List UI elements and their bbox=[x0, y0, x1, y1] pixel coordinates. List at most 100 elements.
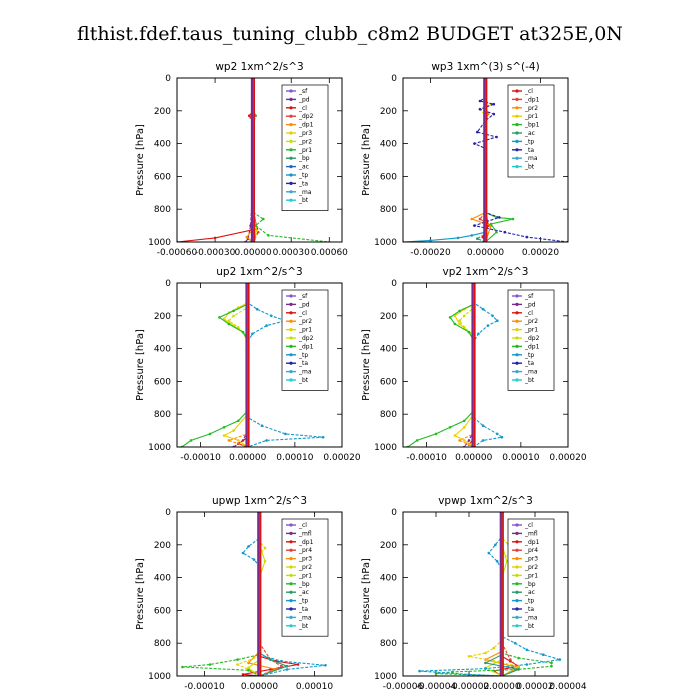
x-tick-label: 0.00000 bbox=[467, 248, 504, 258]
legend-marker-dp1 bbox=[289, 344, 293, 348]
legend-label-ac: _ac bbox=[298, 164, 309, 171]
data-point-tp bbox=[280, 659, 283, 663]
legend-marker-pd bbox=[289, 302, 293, 306]
data-point-dp2 bbox=[227, 319, 231, 323]
data-point-tp bbox=[487, 551, 491, 555]
data-point-tp bbox=[251, 332, 254, 336]
legend-marker-ac bbox=[289, 590, 293, 594]
legend-label-sf: _sf bbox=[524, 293, 534, 300]
y-tick-label: 0 bbox=[165, 74, 171, 84]
y-axis-label: Pressure [hPa] bbox=[135, 558, 146, 630]
data-point-pr1 bbox=[222, 434, 226, 437]
legend-marker-pr4 bbox=[289, 548, 293, 552]
y-tick-label: 600 bbox=[154, 606, 171, 616]
legend-label-tp: _tp bbox=[298, 172, 308, 179]
legend-label-cl: _cl bbox=[524, 88, 533, 95]
y-tick-label: 200 bbox=[154, 541, 171, 551]
series-line-tp bbox=[473, 283, 504, 447]
legend-marker-dp2 bbox=[289, 336, 293, 340]
legend-marker-pr1 bbox=[289, 148, 293, 152]
legend-marker-tp bbox=[515, 599, 519, 603]
y-tick-label: 0 bbox=[165, 279, 171, 289]
legend-marker-pr1 bbox=[289, 328, 293, 332]
data-point-tp bbox=[241, 551, 245, 555]
legend-label-pr1: _pr1 bbox=[298, 327, 312, 334]
data-point-dp1 bbox=[189, 439, 193, 442]
series-group bbox=[418, 512, 562, 676]
legend-marker-ta bbox=[515, 148, 519, 152]
legend-label-dp2: _dp2 bbox=[298, 113, 314, 120]
x-tick-label: 0.00002 bbox=[516, 682, 553, 692]
data-point-ta bbox=[476, 130, 479, 134]
legend-label-pr2: _pr2 bbox=[524, 564, 538, 571]
data-point-pr1 bbox=[262, 217, 265, 221]
data-point-dp1 bbox=[227, 322, 231, 326]
legend-label-ta: _ta bbox=[298, 180, 308, 187]
data-point-dp1 bbox=[448, 426, 452, 429]
legend-label-pr2: _pr2 bbox=[298, 318, 312, 325]
legend-marker-bt bbox=[289, 378, 293, 382]
y-tick-label: 0 bbox=[165, 508, 171, 518]
panel-title: upwp 1xm^2/s^3 bbox=[212, 495, 307, 507]
x-tick-label: 0.00010 bbox=[296, 682, 333, 692]
series-group bbox=[406, 283, 504, 447]
data-point-tp bbox=[265, 439, 268, 442]
series-line-tp bbox=[247, 283, 324, 447]
legend-label-tp: _tp bbox=[298, 352, 308, 359]
legend-marker-mfl bbox=[515, 531, 519, 536]
data-point-tp bbox=[481, 439, 485, 442]
plot-frame bbox=[176, 511, 343, 677]
legend-label-tp: _tp bbox=[524, 352, 534, 359]
legend-label-dp2: _dp2 bbox=[524, 335, 540, 342]
legend-marker-tp bbox=[515, 139, 519, 143]
legend-marker-pr2 bbox=[289, 565, 293, 569]
data-point-tp bbox=[496, 432, 499, 436]
legend-label-pr3: _pr3 bbox=[298, 556, 312, 563]
legend-label-ma: _ma bbox=[298, 369, 312, 376]
legend-label-ac: _ac bbox=[524, 130, 535, 137]
x-tick-label: 0.00000 bbox=[455, 453, 492, 463]
legend-label-bt: _bt bbox=[298, 623, 309, 630]
figure-title: flthist.fdef.taus_tuning_clubb_c8m2 BUDG… bbox=[77, 23, 623, 45]
data-point-bp bbox=[236, 658, 239, 661]
y-tick-label: 600 bbox=[380, 606, 397, 616]
data-point-pr2 bbox=[263, 546, 267, 550]
plot-frame bbox=[402, 511, 569, 677]
y-tick-label: 400 bbox=[380, 345, 397, 355]
data-point-ta bbox=[498, 216, 501, 219]
legend-marker-ta bbox=[515, 607, 519, 611]
legend: _cl_mfl_dp1_pr4_pr3_pr2_pr1_bp_ac_tp_ta_… bbox=[507, 518, 555, 637]
data-point-ac bbox=[476, 237, 479, 240]
legend-label-dp1: _dp1 bbox=[298, 539, 314, 546]
legend-label-pr4: _pr4 bbox=[298, 547, 312, 554]
data-point-ta bbox=[525, 235, 529, 239]
y-tick-label: 600 bbox=[154, 377, 171, 387]
y-tick-label: 0 bbox=[391, 508, 397, 518]
data-point-dp1 bbox=[463, 419, 466, 423]
legend-marker-sf bbox=[289, 89, 293, 93]
data-point-ta bbox=[473, 142, 476, 145]
data-point-pr2 bbox=[470, 217, 474, 221]
series-line-cl bbox=[177, 78, 258, 242]
series-group bbox=[180, 283, 325, 447]
y-tick-label: 400 bbox=[380, 574, 397, 584]
x-tick-label: 0.00030 bbox=[273, 248, 310, 258]
y-tick-label: 1000 bbox=[148, 443, 171, 453]
y-tick-label: 600 bbox=[380, 172, 397, 182]
data-point-tp bbox=[321, 435, 325, 439]
data-point-pr1 bbox=[232, 429, 235, 432]
plot-frame bbox=[402, 282, 569, 448]
data-point-pr1 bbox=[263, 559, 267, 563]
data-point-ac bbox=[269, 658, 272, 661]
x-tick-label: -0.00060 bbox=[157, 248, 198, 258]
y-axis-label: Pressure [hPa] bbox=[361, 329, 372, 401]
data-point-pr1 bbox=[267, 234, 270, 237]
data-point-tp bbox=[265, 324, 268, 327]
legend-marker-dp2 bbox=[515, 336, 519, 340]
legend-marker-bt bbox=[289, 198, 293, 202]
legend-label-tp: _tp bbox=[524, 138, 534, 145]
data-point-ac bbox=[285, 664, 289, 668]
legend-label-ma: _ma bbox=[298, 189, 312, 196]
data-point-pr3 bbox=[255, 229, 259, 232]
